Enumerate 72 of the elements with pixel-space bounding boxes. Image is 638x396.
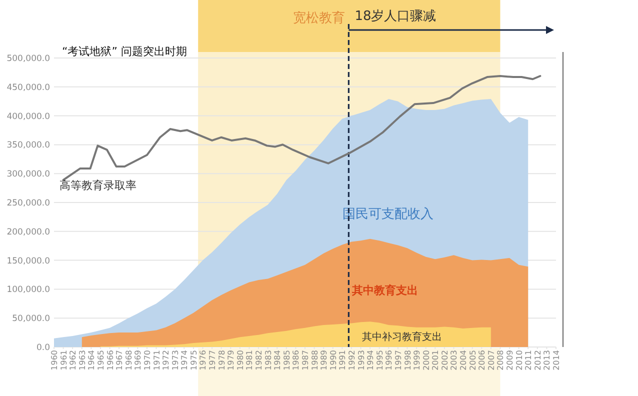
x-tick-label: 2014 bbox=[552, 350, 561, 370]
x-tick-label: 1961 bbox=[59, 350, 68, 370]
x-tick-label: 1962 bbox=[68, 350, 78, 370]
x-tick-label: 1964 bbox=[87, 350, 96, 370]
x-tick-label: 1980 bbox=[236, 350, 245, 370]
x-tick-label: 1965 bbox=[96, 350, 106, 370]
y-tick-label: 450,000.0 bbox=[6, 82, 50, 93]
band-label: 宽松教育 bbox=[293, 10, 346, 26]
series-label: 其中教育支出 bbox=[351, 284, 418, 297]
x-tick-label: 2001 bbox=[431, 350, 440, 370]
x-tick-label: 1991 bbox=[338, 350, 348, 370]
series-label: 其中补习教育支出 bbox=[362, 331, 442, 343]
x-tick-label: 1966 bbox=[106, 350, 115, 370]
y-tick-label: 100,000.0 bbox=[6, 285, 50, 296]
x-tick-label: 1992 bbox=[347, 350, 356, 370]
x-tick-label: 1975 bbox=[189, 350, 198, 370]
x-tick-label: 2002 bbox=[440, 350, 450, 370]
x-tick-label: 2011 bbox=[524, 350, 534, 370]
x-tick-label: 2005 bbox=[468, 350, 478, 370]
y-tick-label: 50,000.0 bbox=[12, 314, 50, 324]
x-tick-label: 1984 bbox=[273, 350, 282, 370]
x-tick-label: 1995 bbox=[375, 350, 384, 370]
x-tick-label: 1999 bbox=[412, 350, 422, 370]
annotation: “考试地狱” 问题突出时期 bbox=[62, 45, 187, 58]
x-tick-label: 1979 bbox=[226, 350, 236, 370]
x-tick-label: 1997 bbox=[394, 350, 403, 370]
x-tick-label: 1998 bbox=[403, 350, 412, 370]
x-tick-label: 1981 bbox=[245, 350, 254, 370]
x-tick-label: 1972 bbox=[162, 350, 171, 370]
x-tick-label: 1976 bbox=[198, 350, 208, 370]
x-tick-label: 2000 bbox=[422, 350, 431, 370]
x-tick-label: 2003 bbox=[450, 350, 459, 370]
x-tick-label: 1990 bbox=[328, 350, 338, 370]
x-tick-label: 2008 bbox=[496, 350, 506, 370]
x-tick-label: 1988 bbox=[310, 350, 320, 370]
x-tick-label: 1996 bbox=[384, 350, 394, 370]
x-tick-label: 1970 bbox=[142, 350, 152, 370]
x-tick-label: 2006 bbox=[478, 350, 487, 370]
x-tick-label: 1971 bbox=[152, 350, 162, 370]
y-tick-label: 300,000.0 bbox=[6, 170, 50, 180]
x-tick-label: 1973 bbox=[170, 350, 180, 370]
x-tick-label: 1974 bbox=[180, 350, 190, 370]
x-tick-label: 1968 bbox=[124, 350, 134, 370]
x-tick-label: 1983 bbox=[264, 350, 273, 370]
y-tick-label: 500,000.0 bbox=[6, 54, 50, 64]
x-tick-label: 2010 bbox=[514, 350, 524, 370]
x-tick-label: 2004 bbox=[459, 350, 468, 370]
x-tick-label: 1989 bbox=[320, 350, 329, 370]
x-tick-label: 1994 bbox=[366, 350, 376, 370]
x-tick-label: 2009 bbox=[506, 350, 515, 370]
x-tick-label: 1977 bbox=[208, 350, 218, 370]
x-tick-label: 1978 bbox=[217, 350, 226, 370]
y-tick-label: 200,000.0 bbox=[6, 227, 50, 238]
y-tick-label: 150,000.0 bbox=[6, 256, 50, 266]
x-tick-label: 1993 bbox=[356, 350, 366, 370]
x-tick-label: 1960 bbox=[50, 350, 59, 370]
ref-line-label: 18岁人口骤减 bbox=[354, 9, 436, 24]
x-tick-label: 1963 bbox=[78, 350, 87, 370]
y-tick-label: 250,000.0 bbox=[6, 198, 50, 208]
x-tick-label: 1987 bbox=[301, 350, 310, 370]
y-tick-label: 350,000.0 bbox=[6, 140, 50, 151]
y-tick-label: 400,000.0 bbox=[6, 112, 50, 122]
x-tick-label: 1967 bbox=[115, 350, 124, 370]
x-tick-label: 1985 bbox=[282, 350, 292, 370]
y-tick-label: 0.0 bbox=[36, 343, 50, 353]
x-tick-label: 1969 bbox=[134, 350, 143, 370]
x-tick-label: 2012 bbox=[533, 350, 542, 370]
x-tick-label: 1986 bbox=[292, 350, 301, 370]
x-tick-label: 2013 bbox=[542, 350, 552, 370]
series-label: 高等教育录取率 bbox=[60, 179, 136, 192]
x-tick-label: 1982 bbox=[254, 350, 264, 370]
x-tick-label: 2007 bbox=[486, 350, 496, 370]
